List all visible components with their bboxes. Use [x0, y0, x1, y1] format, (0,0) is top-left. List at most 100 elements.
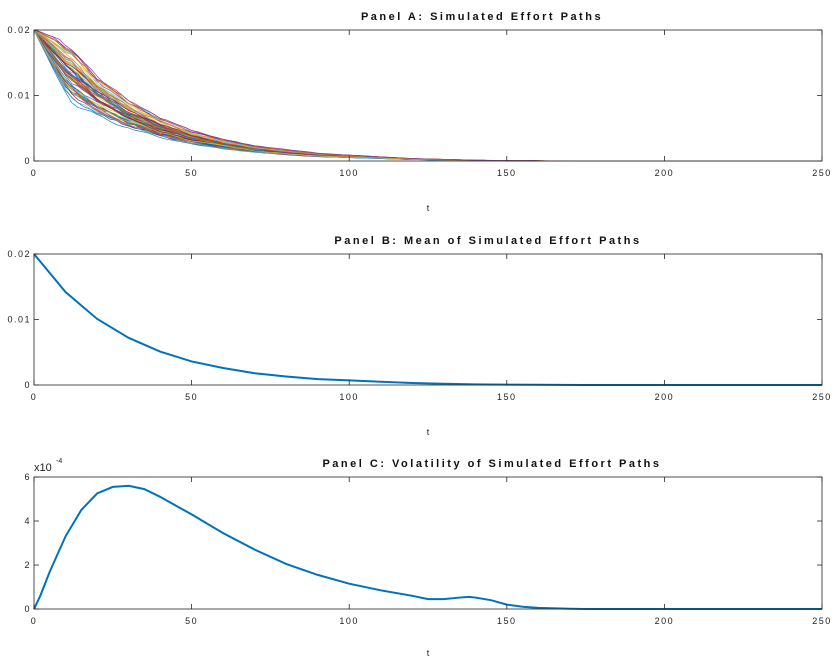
x-tick-label: 50: [185, 392, 198, 402]
x-tick-label: 50: [185, 168, 198, 178]
effort-path: [33, 29, 822, 162]
effort-path: [33, 29, 822, 162]
y-tick-label: 2: [24, 560, 31, 570]
x-tick-label: 200: [655, 616, 675, 626]
effort-path: [33, 29, 822, 162]
panel-b-title: Panel B: Mean of Simulated Effort Paths: [334, 235, 641, 247]
effort-path: [33, 29, 822, 162]
effort-path: [33, 29, 822, 162]
plot-frame: [33, 29, 823, 162]
effort-path: [33, 29, 822, 162]
plot-frame: [33, 476, 823, 610]
panel-a-x-ticks: 0 50 100 150 200 250: [31, 30, 832, 178]
effort-path: [33, 29, 822, 162]
effort-path: [33, 29, 822, 162]
effort-path: [33, 29, 822, 162]
y-tick-label: 0.02: [7, 249, 31, 259]
effort-path: [33, 29, 822, 162]
effort-path: [33, 29, 822, 162]
panel-c-series: [33, 484, 822, 610]
effort-path: [33, 29, 822, 162]
x-tick-label: 200: [655, 168, 675, 178]
y-tick-label: 6: [24, 472, 31, 482]
panel-a-x-label: t: [427, 203, 430, 213]
effort-path: [33, 29, 822, 162]
x-tick-label: 250: [812, 168, 832, 178]
x-tick-label: 0: [31, 392, 38, 402]
effort-path: [33, 29, 822, 162]
effort-path: [33, 29, 822, 162]
effort-path: [33, 29, 822, 162]
panel-c-x-label: t: [427, 648, 430, 658]
effort-path: [33, 29, 822, 162]
effort-path: [33, 29, 822, 162]
plot-frame: [33, 253, 823, 386]
panel-c-axes: [33, 476, 823, 610]
effort-path: [33, 29, 822, 162]
effort-path: [33, 29, 822, 162]
effort-path: [33, 29, 822, 162]
effort-path: [33, 29, 822, 162]
x-tick-label: 150: [497, 616, 517, 626]
panel-a-y-ticks: 0 0.01 0.02: [7, 25, 822, 166]
effort-path: [33, 29, 822, 162]
effort-path: [33, 29, 822, 162]
effort-path: [33, 29, 822, 162]
x-tick-label: 100: [339, 168, 359, 178]
effort-path: [33, 29, 822, 162]
effort-path: [33, 29, 822, 162]
effort-path: [33, 29, 822, 162]
x-tick-label: 0: [31, 168, 38, 178]
panel-b-axes: [33, 253, 823, 386]
effort-path: [33, 29, 822, 162]
effort-path: [33, 29, 822, 162]
effort-path: [33, 29, 822, 162]
effort-path: [33, 29, 822, 162]
effort-path: [33, 29, 822, 162]
panel-b-series: [33, 253, 822, 386]
y-tick-label: 0: [24, 156, 31, 166]
x-tick-label: 150: [497, 392, 517, 402]
effort-path: [33, 29, 822, 162]
effort-path: [33, 29, 822, 162]
x-tick-label: 150: [497, 168, 517, 178]
y-tick-label: 0.01: [7, 91, 31, 101]
y-tick-label: 0.01: [7, 315, 31, 325]
x-tick-label: 0: [31, 616, 38, 626]
effort-path: [33, 29, 822, 162]
mean-effort-line: [33, 253, 822, 386]
effort-path: [33, 29, 822, 162]
effort-path: [33, 29, 822, 162]
y-tick-label: 0: [24, 604, 31, 614]
y-tick-label: 0: [24, 380, 31, 390]
panel-a-title: Panel A: Simulated Effort Paths: [361, 11, 603, 23]
effort-path: [33, 29, 822, 162]
effort-path: [33, 29, 822, 162]
x-tick-label: 100: [339, 616, 359, 626]
panel-b-x-label: t: [427, 427, 430, 437]
effort-path: [33, 29, 822, 162]
panel-b-x-ticks: 0 50 100 150 200 250: [31, 254, 830, 402]
effort-path: [33, 29, 822, 162]
effort-path: [33, 29, 822, 162]
effort-path: [33, 29, 822, 162]
effort-path: [33, 29, 822, 162]
panel-c-scale-exponent: -4: [56, 458, 62, 465]
volatility-line: [33, 484, 822, 610]
panel-a: 0 50 100 150 200 250 0 0.01 0.02 Panel A: Simul…: [7, 11, 832, 213]
effort-path: [33, 29, 822, 162]
effort-path: [33, 29, 822, 162]
panel-c: 0 50 100 150 200 250 0 2 4 6 Panel C: Volatility…: [24, 458, 830, 658]
panel-b: 0 50 100 150 200 250 0 0.01 0.02 Panel B: Mean …: [7, 235, 830, 437]
effort-path: [33, 29, 822, 162]
panel-c-title: Panel C: Volatility of Simulated Effort …: [322, 458, 661, 470]
panel-c-y-ticks: 0 2 4 6: [24, 472, 822, 614]
panel-c-x-ticks: 0 50 100 150 200 250: [31, 477, 830, 626]
effort-path: [33, 29, 822, 162]
y-tick-label: 4: [24, 516, 31, 526]
effort-path: [33, 29, 822, 162]
panel-c-scale-label: x10: [34, 462, 52, 474]
effort-path: [33, 29, 822, 162]
x-tick-label: 50: [185, 616, 198, 626]
